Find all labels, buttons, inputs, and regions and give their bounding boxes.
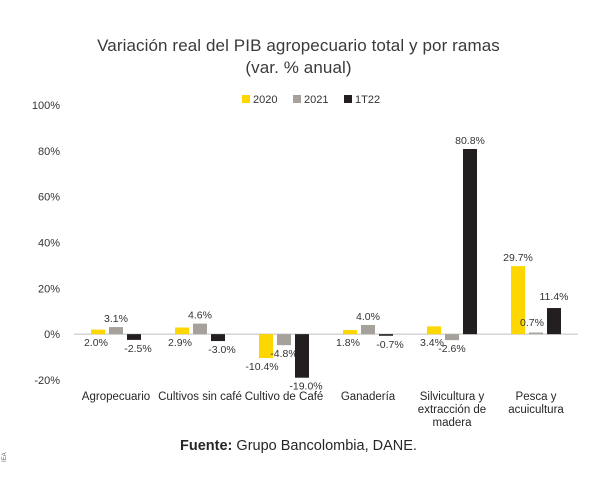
data-label: -3.0% [208, 344, 235, 356]
legend-swatch [293, 95, 301, 103]
data-label: 4.6% [188, 310, 212, 322]
legend-label: 2021 [304, 94, 328, 106]
data-label: -0.7% [376, 339, 403, 351]
bar [277, 334, 291, 346]
data-label: 3.4% [420, 337, 444, 349]
bar [91, 329, 105, 335]
data-label: 0.7% [520, 317, 544, 329]
bar [361, 325, 375, 335]
bar [127, 334, 141, 340]
y-tick-label: 80% [38, 146, 60, 158]
y-tick-label: 60% [38, 192, 60, 204]
source-label: Fuente: [180, 438, 233, 454]
bar [379, 334, 393, 336]
data-label: -4.8% [270, 348, 297, 360]
legend-swatch [242, 95, 250, 103]
y-tick-label: 20% [38, 283, 60, 295]
source-note: Fuente: Grupo Bancolombia, DANE. [0, 438, 597, 454]
bar [259, 334, 273, 358]
x-category-label: madera [433, 417, 473, 429]
data-label: 80.8% [455, 135, 485, 147]
bar [445, 334, 459, 341]
data-label: -19.0% [289, 381, 322, 393]
legend-label: 1T22 [355, 94, 380, 106]
data-label: 2.9% [168, 337, 192, 349]
bar [511, 266, 525, 335]
x-category-label: Ganadería [341, 391, 396, 403]
data-label: 29.7% [503, 252, 533, 264]
x-category-label: acuicultura [508, 404, 564, 416]
y-tick-label: 0% [44, 329, 60, 341]
bar [109, 327, 123, 335]
data-label: 1.8% [336, 337, 360, 349]
x-category-label: Pesca y [516, 391, 557, 403]
bar [175, 327, 189, 335]
y-tick-label: -20% [34, 375, 60, 387]
bar [295, 334, 309, 378]
legend-swatch [344, 95, 352, 103]
bar [193, 323, 207, 335]
bar [427, 326, 441, 335]
data-label: -2.6% [438, 343, 465, 355]
bar [463, 149, 477, 335]
x-category-label: extracción de [418, 404, 486, 416]
source-text: Grupo Bancolombia, DANE. [232, 438, 417, 454]
data-label: 11.4% [540, 291, 569, 303]
chart-subtitle: (var. % anual) [245, 58, 352, 77]
x-category-label: Cultivos sin café [158, 391, 242, 403]
x-category-label: Agropecuario [82, 391, 150, 403]
bar [211, 334, 225, 342]
side-watermark: IEA [2, 452, 8, 462]
data-label: -2.5% [124, 343, 151, 355]
bar [343, 330, 357, 335]
data-label: 4.0% [356, 311, 380, 323]
x-category-label: Cultivo de Café [245, 391, 324, 403]
x-category-label: Silvicultura y [420, 391, 485, 403]
data-label: -10.4% [245, 361, 278, 373]
data-label: 2.0% [84, 337, 108, 349]
bar [547, 308, 561, 335]
y-tick-label: 40% [38, 238, 60, 250]
legend-label: 2020 [253, 94, 277, 106]
y-tick-label: 100% [32, 100, 60, 112]
chart-title-line1: Variación real del PIB agropecuario tota… [97, 36, 500, 55]
bar [529, 332, 543, 335]
data-label: 3.1% [104, 313, 128, 325]
